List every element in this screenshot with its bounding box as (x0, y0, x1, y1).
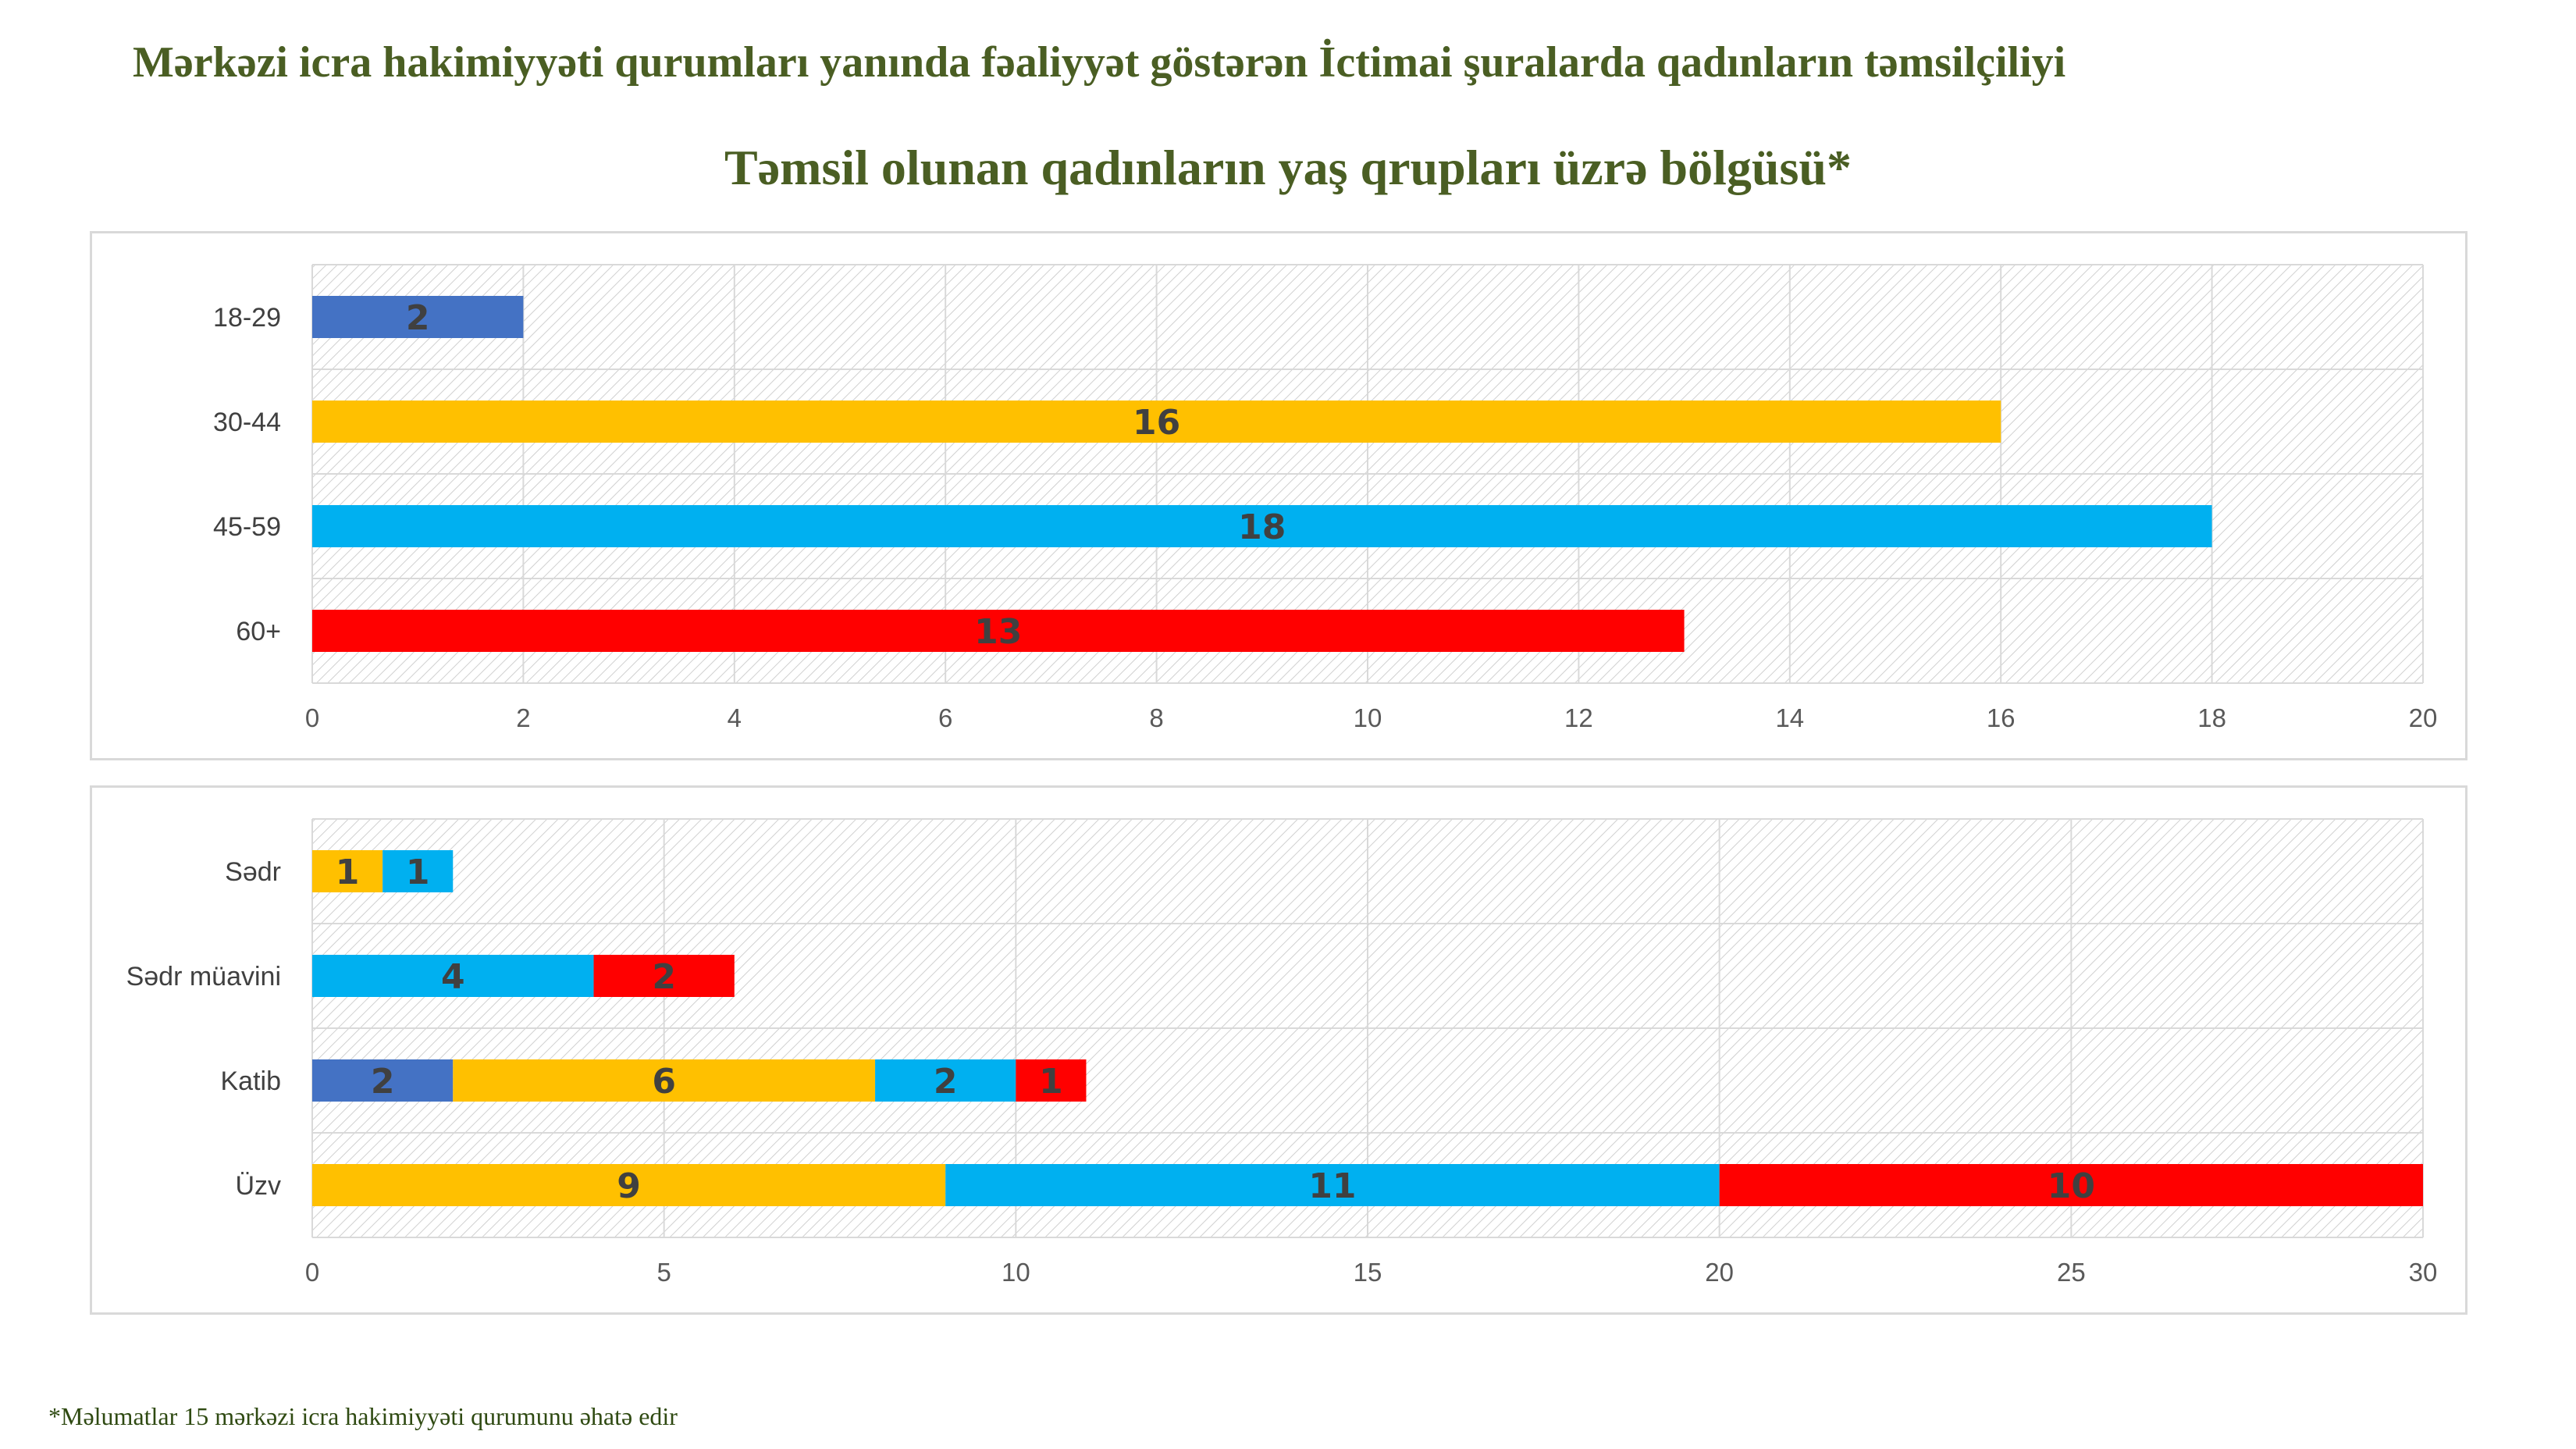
data-label: 1 (336, 853, 360, 892)
category-label: 18-29 (213, 303, 281, 333)
x-tick-label: 30 (2409, 1258, 2438, 1287)
data-label: 2 (371, 1062, 395, 1102)
category-label: Katib (221, 1066, 282, 1096)
x-tick-label: 0 (305, 703, 319, 732)
bar (312, 401, 2001, 443)
bar (312, 296, 524, 338)
x-tick-label: 20 (1705, 1258, 1734, 1287)
x-tick-label: 8 (1149, 703, 1163, 732)
x-tick-label: 4 (728, 703, 742, 732)
data-label: 18 (1238, 507, 1286, 547)
bar (312, 1059, 454, 1102)
x-tick-label: 18 (2197, 703, 2226, 732)
x-tick-label: 10 (1354, 703, 1382, 732)
bar (312, 505, 2212, 547)
x-tick-label: 20 (2409, 703, 2438, 732)
chart-subtitle: Təmsil olunan qadınların yaş qrupları üz… (724, 140, 1852, 195)
x-tick-label: 15 (1354, 1258, 1382, 1287)
data-label: 1 (406, 853, 430, 892)
category-label: Sədr (225, 857, 281, 887)
bar (875, 1059, 1016, 1102)
category-label: 45-59 (213, 512, 281, 542)
category-label: 60+ (236, 617, 281, 646)
data-label: 2 (406, 298, 430, 338)
bar (1719, 1164, 2423, 1206)
age-group-bar-chart: 0 2 4 6 8 10 12 14 16 18 20 18-29 2 30-44 16 45-59 18 60+… (213, 264, 2438, 732)
data-label: 9 (617, 1166, 641, 1206)
bar (453, 1059, 876, 1102)
x-tick-label: 25 (2057, 1258, 2086, 1287)
category-label: Sədr müavini (126, 962, 281, 992)
bar (382, 850, 454, 892)
data-label: 13 (974, 612, 1022, 652)
bar (312, 1164, 946, 1206)
position-chart-panel: 0 5 10 15 20 25 30 Sədr 1 1 Sədr müavini 4 2 Katib 2 6 2… (90, 785, 2467, 1315)
x-tick-label: 2 (516, 703, 530, 732)
data-label: 11 (1308, 1166, 1356, 1206)
x-tick-label: 10 (1002, 1258, 1030, 1287)
x-tick-label: 5 (656, 1258, 671, 1287)
data-label: 6 (652, 1062, 676, 1102)
x-tick-label: 12 (1564, 703, 1593, 732)
chart-title: Mərkəzi icra hakimiyyəti qurumları yanın… (133, 38, 2066, 87)
x-tick-label: 14 (1775, 703, 1804, 732)
bar (593, 955, 735, 997)
category-label: Üzv (235, 1171, 281, 1201)
x-tick-label: 0 (305, 1258, 319, 1287)
bar (312, 850, 383, 892)
age-group-chart-panel: 0 2 4 6 8 10 12 14 16 18 20 18-29 2 30-44 16 45-59 18 60+… (90, 231, 2467, 760)
data-label: 2 (652, 957, 676, 997)
data-label: 10 (2048, 1166, 2095, 1206)
bar (312, 610, 1685, 652)
data-label: 16 (1133, 403, 1180, 443)
category-label: 30-44 (213, 408, 281, 437)
x-tick-label: 6 (938, 703, 952, 732)
footnote: *Məlumatlar 15 mərkəzi icra hakimiyyəti … (48, 1402, 678, 1430)
data-label: 1 (1039, 1062, 1063, 1102)
bar (945, 1164, 1720, 1206)
bar (1016, 1059, 1087, 1102)
x-tick-label: 16 (1987, 703, 2016, 732)
data-label: 4 (441, 957, 465, 997)
data-label: 2 (934, 1062, 958, 1102)
bar (312, 955, 594, 997)
